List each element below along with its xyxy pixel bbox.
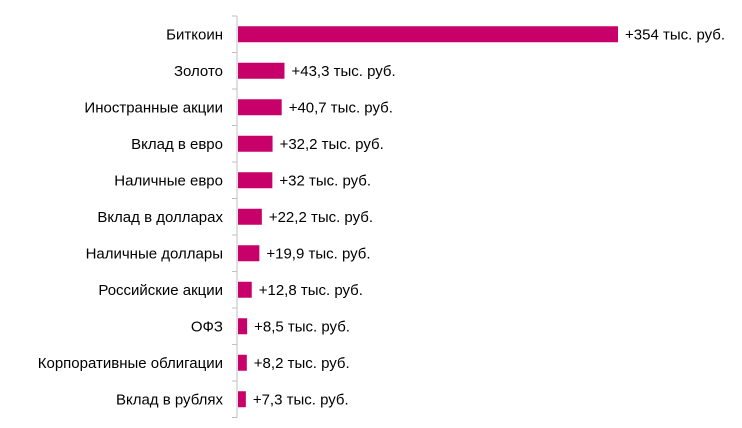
bar	[238, 26, 618, 43]
bar	[238, 245, 260, 262]
data-label: +7,3 тыс. руб.	[253, 391, 349, 408]
data-labels: +354 тыс. руб. +43,3 тыс. руб. +40,7 тыс. …	[253, 26, 725, 408]
bar	[238, 354, 247, 371]
bar	[238, 208, 262, 225]
category-labels: Биткоин Золото Иностранные акции Вклад в ев…	[38, 26, 224, 408]
bar	[238, 62, 285, 79]
axis-ticks	[232, 15, 237, 418]
bars	[238, 26, 618, 408]
category-label: Наличные евро	[114, 172, 223, 189]
bar	[238, 391, 246, 408]
data-label: +32 тыс. руб.	[279, 172, 371, 189]
data-label: +22,2 тыс. руб.	[269, 209, 373, 226]
category-label: Биткоин	[166, 26, 223, 43]
bar	[238, 281, 252, 298]
category-label: Российские акции	[98, 282, 223, 299]
category-label: Вклад в долларах	[97, 209, 223, 226]
data-label: +8,5 тыс. руб.	[254, 318, 350, 335]
category-label: Золото	[174, 63, 223, 80]
category-label: Вклад в рублях	[116, 391, 224, 408]
bar	[238, 135, 273, 152]
data-label: +8,2 тыс. руб.	[254, 355, 350, 372]
category-label: ОФЗ	[191, 318, 223, 335]
category-label: Вклад в евро	[131, 136, 223, 153]
data-label: +354 тыс. руб.	[625, 26, 725, 43]
category-label: Иностранные акции	[84, 99, 223, 116]
data-label: +12,8 тыс. руб.	[259, 282, 363, 299]
data-label: +43,3 тыс. руб.	[291, 63, 395, 80]
data-label: +40,7 тыс. руб.	[289, 99, 393, 116]
bar	[238, 318, 248, 335]
data-label: +32,2 тыс. руб.	[280, 136, 384, 153]
bar	[238, 99, 282, 116]
bar	[238, 172, 273, 189]
category-label: Наличные доллары	[86, 245, 223, 262]
data-label: +19,9 тыс. руб.	[266, 245, 370, 262]
category-label: Корпоративные облигации	[38, 355, 223, 372]
